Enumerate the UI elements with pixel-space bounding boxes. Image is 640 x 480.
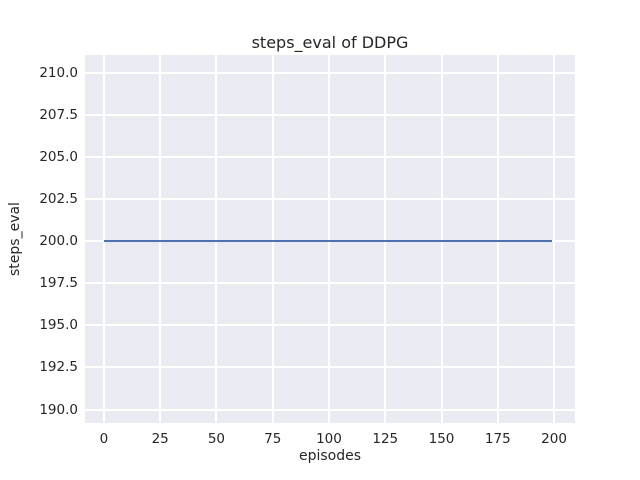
gridline-vertical — [159, 55, 162, 423]
x-tick-label: 0 — [99, 431, 109, 447]
gridline-horizontal — [85, 366, 575, 369]
x-tick-label: 175 — [484, 431, 511, 447]
x-tick-label: 25 — [151, 431, 169, 447]
gridline-horizontal — [85, 408, 575, 411]
line-series-steps_eval — [103, 240, 552, 243]
gridline-horizontal — [85, 198, 575, 200]
y-tick-label: 195.0 — [39, 317, 78, 334]
y-tick-label: 197.5 — [39, 275, 78, 292]
gridline-vertical — [553, 55, 556, 423]
gridline-vertical — [271, 55, 274, 423]
gridline-horizontal — [85, 282, 575, 285]
y-tick-label: 200.0 — [39, 233, 78, 250]
y-tick-label: 202.5 — [39, 191, 78, 207]
x-tick-label: 150 — [428, 431, 455, 447]
x-tick-label: 125 — [372, 431, 399, 447]
gridline-horizontal — [85, 155, 575, 158]
x-tick-label: 75 — [264, 431, 282, 447]
y-tick-label: 207.5 — [39, 106, 78, 123]
y-tick-label: 192.5 — [39, 359, 78, 376]
gridline-vertical — [384, 55, 387, 423]
x-axis-label: episodes — [298, 448, 362, 464]
gridline-vertical — [496, 55, 499, 423]
y-tick-label: 190.0 — [39, 401, 78, 418]
gridline-vertical — [102, 55, 105, 423]
gridline-horizontal — [85, 324, 575, 327]
gridline-vertical — [215, 55, 218, 423]
plot-area — [85, 55, 575, 423]
gridline-vertical — [440, 55, 443, 423]
gridline-vertical — [327, 55, 330, 423]
x-tick-label: 50 — [207, 431, 226, 447]
x-tick-label: 200 — [541, 431, 567, 447]
x-tick-label: 100 — [316, 431, 342, 447]
y-tick-label: 210.0 — [39, 64, 78, 81]
gridline-horizontal — [85, 71, 575, 74]
y-tick-label: 205.0 — [39, 148, 78, 165]
chart-title: steps_eval of DDPG — [251, 33, 409, 52]
gridline-horizontal — [85, 113, 575, 116]
